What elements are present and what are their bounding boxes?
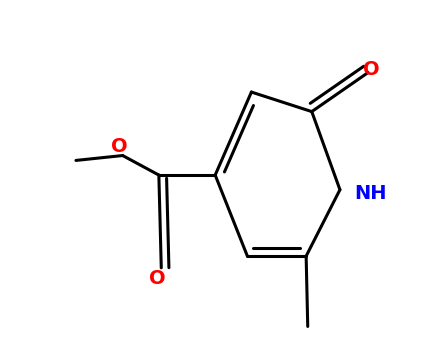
Text: O: O [149,269,166,288]
Text: O: O [363,59,380,79]
Text: NH: NH [354,184,386,203]
Text: O: O [111,137,127,156]
